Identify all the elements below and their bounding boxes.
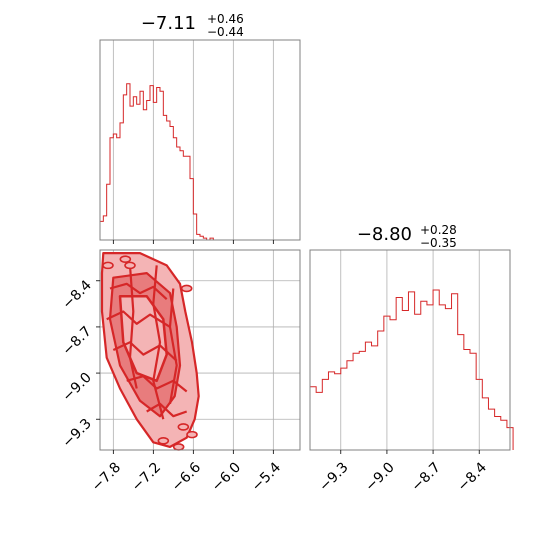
x-tick-label: −6.6 bbox=[169, 459, 204, 494]
x-tick-label: −8.7 bbox=[409, 460, 444, 495]
histogram-param1-grid bbox=[112, 40, 274, 240]
contour-outlier bbox=[186, 430, 198, 439]
histogram-panel-param1: −7.11 +0.46 −0.44 bbox=[99, 12, 301, 244]
histogram-param2-ticks: −9.3 −9.0 −8.7 −8.4 bbox=[316, 450, 490, 495]
contour-regions bbox=[100, 252, 200, 451]
contour-outlier bbox=[124, 261, 136, 270]
param2-title-lower: −0.35 bbox=[420, 236, 457, 250]
param2-title-upper: +0.28 bbox=[420, 223, 457, 237]
contour-line bbox=[112, 341, 178, 362]
contour-line bbox=[152, 265, 165, 420]
param1-title-upper: +0.46 bbox=[207, 12, 244, 26]
contour-outlier bbox=[119, 255, 132, 264]
histogram-param1-ticks bbox=[112, 240, 274, 244]
x-tick-label: −7.8 bbox=[89, 460, 124, 495]
contour-outlier bbox=[102, 261, 114, 270]
contour-outlier bbox=[180, 284, 193, 293]
x-tick-label: −7.2 bbox=[129, 460, 164, 495]
contour-line bbox=[109, 282, 168, 301]
contour-outlier bbox=[157, 436, 170, 445]
y-tick-label: −9.0 bbox=[59, 370, 94, 405]
param1-title-lower: −0.44 bbox=[207, 25, 244, 39]
contour-line bbox=[126, 375, 188, 393]
y-tick-label: −8.4 bbox=[59, 277, 94, 312]
y-tick-label: −8.7 bbox=[59, 323, 94, 358]
x-tick-label: −8.4 bbox=[455, 459, 490, 494]
contour-line bbox=[146, 402, 188, 418]
histogram-param2-frame bbox=[309, 249, 511, 451]
contour-outlier bbox=[172, 443, 185, 451]
contour-panel: −7.8 −7.2 −6.6 −6.0 −5.4 −8.4 −8.7 −9.0 −9.3 bbox=[59, 249, 301, 495]
x-tick-label: −5.4 bbox=[249, 459, 284, 494]
y-tick-label: −9.3 bbox=[59, 416, 94, 451]
contour-frame bbox=[99, 249, 301, 451]
contour-outlier bbox=[177, 423, 190, 431]
histogram-param1-steps bbox=[99, 83, 217, 241]
x-tick-label: −6.0 bbox=[209, 460, 244, 495]
param1-title-value: −7.11 bbox=[141, 13, 196, 34]
histogram-param2-grid bbox=[340, 250, 480, 450]
histogram-param1-frame bbox=[99, 39, 301, 241]
histogram-param2-steps bbox=[309, 289, 514, 450]
x-tick-label: −9.0 bbox=[362, 460, 397, 495]
contour-line bbox=[128, 265, 138, 389]
histogram-panel-param2: −9.3 −9.0 −8.7 −8.4 −8.80 +0.28 −0.35 bbox=[309, 223, 514, 495]
x-tick-label: −9.3 bbox=[316, 460, 351, 495]
param2-title-value: −8.80 bbox=[357, 224, 412, 245]
contour-line bbox=[168, 288, 178, 404]
